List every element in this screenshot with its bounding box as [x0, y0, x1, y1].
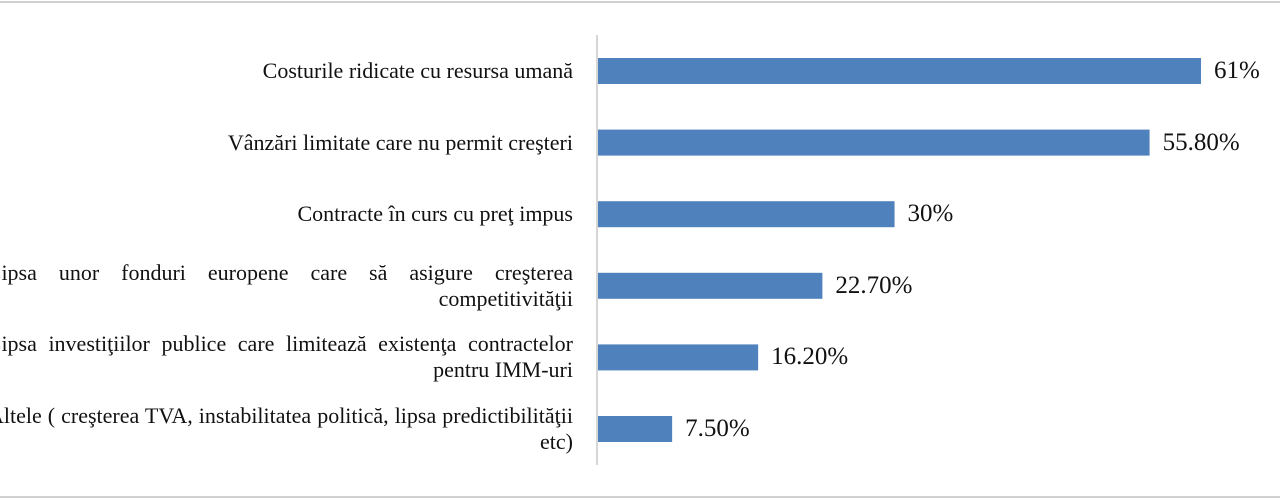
- value-label: 7.50%: [685, 415, 750, 442]
- value-label: 30%: [907, 200, 954, 228]
- category-label: Lipsa unor fonduri europene care să asig…: [0, 259, 573, 311]
- bar: [598, 58, 1201, 84]
- bar: [598, 344, 759, 371]
- bar: [598, 129, 1150, 156]
- category-label: Contracte în curs cu preţ impus: [297, 201, 573, 227]
- category-label: Costurile ridicate cu resursa umană: [262, 58, 573, 83]
- value-label: 16.20%: [771, 343, 849, 371]
- bar: [598, 272, 823, 299]
- category-label: Altele ( creşterea TVA, instabilitatea p…: [0, 403, 573, 454]
- value-label: 22.70%: [835, 271, 913, 299]
- category-label: Vânzări limitate care nu permit creşteri: [227, 129, 573, 155]
- value-label: 61%: [1213, 57, 1260, 84]
- bar: [598, 416, 673, 442]
- bar: [598, 201, 895, 228]
- category-label: Lipsa investiţiilor publice care limitea…: [0, 331, 573, 383]
- value-label: 55.80%: [1162, 128, 1240, 156]
